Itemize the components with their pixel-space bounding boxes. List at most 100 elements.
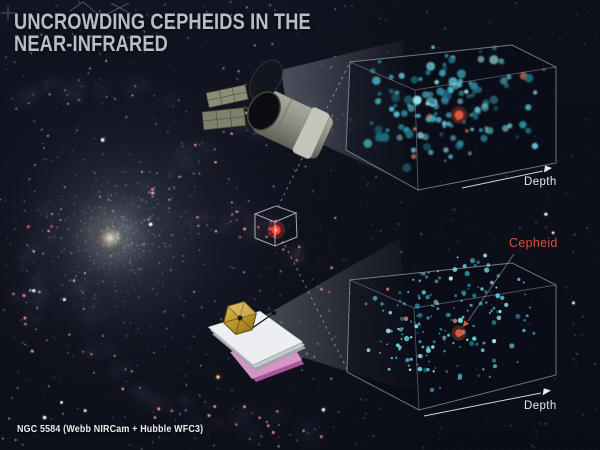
star-dot — [472, 293, 477, 298]
star-dot — [399, 316, 405, 321]
star-dot — [484, 129, 489, 133]
star-dot — [495, 286, 498, 289]
star-dot — [377, 60, 382, 64]
star-dot — [438, 69, 446, 77]
star-dot — [381, 309, 385, 313]
star-dot — [483, 289, 488, 294]
star-dot — [417, 312, 423, 318]
star-dot — [435, 116, 442, 123]
star-dot — [474, 106, 481, 113]
star-dot — [398, 291, 402, 295]
star-dot — [445, 312, 451, 318]
star-dot — [426, 345, 431, 350]
cube-wireframe — [253, 205, 298, 247]
cepheid-arrowhead-icon — [463, 320, 469, 327]
star-dot — [412, 127, 417, 131]
star-dot — [524, 73, 534, 83]
star-dot — [484, 301, 488, 304]
star-dot — [443, 350, 446, 353]
star-dot — [364, 302, 368, 306]
star-dot — [418, 296, 421, 300]
star-dot — [374, 98, 381, 105]
star-dot — [445, 112, 452, 118]
star-dot — [374, 125, 383, 134]
star-dot — [383, 132, 388, 137]
title-line-2: NEAR-INFRARED — [14, 31, 168, 56]
star-dot — [409, 320, 413, 323]
star-dot — [449, 123, 454, 128]
star-dot — [390, 357, 393, 360]
star-dot — [426, 61, 436, 71]
star-dot — [456, 69, 466, 79]
star-dot — [396, 134, 403, 141]
star-dot — [492, 358, 496, 363]
star-dot — [369, 121, 374, 125]
star-dot — [522, 328, 526, 333]
star-dot — [483, 253, 488, 258]
star-dot — [501, 124, 509, 132]
hubble-box-inner-edges — [349, 61, 557, 191]
star-dot — [470, 127, 474, 132]
star-dot — [410, 147, 417, 153]
star-dot — [461, 290, 467, 296]
star-dot — [480, 287, 484, 291]
star-dot — [475, 342, 479, 346]
star-dot — [429, 387, 435, 393]
star-dot — [452, 82, 460, 90]
star-dot — [523, 319, 526, 322]
hubble-box-wireframe — [345, 44, 557, 191]
star-dot — [442, 62, 447, 67]
star-dot — [425, 354, 428, 357]
star-dot — [482, 368, 485, 371]
cepheid-dot-hubble — [454, 110, 464, 120]
star-dot — [372, 76, 381, 85]
star-dot — [404, 95, 413, 105]
star-dot — [474, 337, 477, 339]
star-dot — [388, 310, 393, 315]
star-dot — [407, 364, 410, 367]
star-dot — [369, 67, 376, 74]
star-dot — [379, 351, 382, 354]
star-dot — [363, 139, 373, 148]
star-dot — [469, 303, 473, 307]
star-dot — [385, 128, 390, 133]
star-dot — [456, 364, 459, 367]
star-dot — [522, 281, 525, 284]
star-dot — [491, 338, 497, 344]
star-dot — [430, 315, 433, 318]
star-dot — [473, 264, 477, 267]
star-dot — [461, 315, 465, 319]
hubble-solar-panel — [205, 84, 249, 109]
star-dot — [444, 53, 449, 58]
star-dot — [507, 123, 513, 129]
star-dot — [418, 279, 422, 283]
depth-label-webb: Depth — [524, 400, 557, 412]
star-dot — [393, 103, 398, 108]
star-dot — [489, 291, 492, 294]
star-dot — [433, 112, 438, 116]
star-dot — [433, 299, 439, 305]
star-dot — [421, 290, 427, 295]
star-dot — [464, 270, 470, 277]
star-dot — [504, 302, 509, 308]
star-dot — [503, 83, 510, 89]
star-dot — [406, 103, 411, 108]
star-dot — [434, 367, 437, 369]
star-dot — [443, 91, 452, 100]
star-dot — [496, 274, 500, 278]
star-dot — [417, 353, 422, 359]
star-dot — [469, 258, 476, 264]
star-dot — [426, 316, 430, 320]
star-dot — [393, 111, 400, 118]
webb-box-wireframe — [346, 262, 557, 411]
webb-star-dots — [364, 253, 536, 393]
star-dot — [421, 345, 425, 349]
star-dot — [399, 299, 401, 302]
star-dot — [427, 271, 430, 274]
star-dot — [489, 280, 494, 285]
star-dot — [470, 93, 475, 98]
star-dot — [412, 278, 415, 281]
star-dot — [519, 120, 527, 129]
star-dot — [438, 276, 442, 280]
star-dot — [457, 317, 464, 324]
